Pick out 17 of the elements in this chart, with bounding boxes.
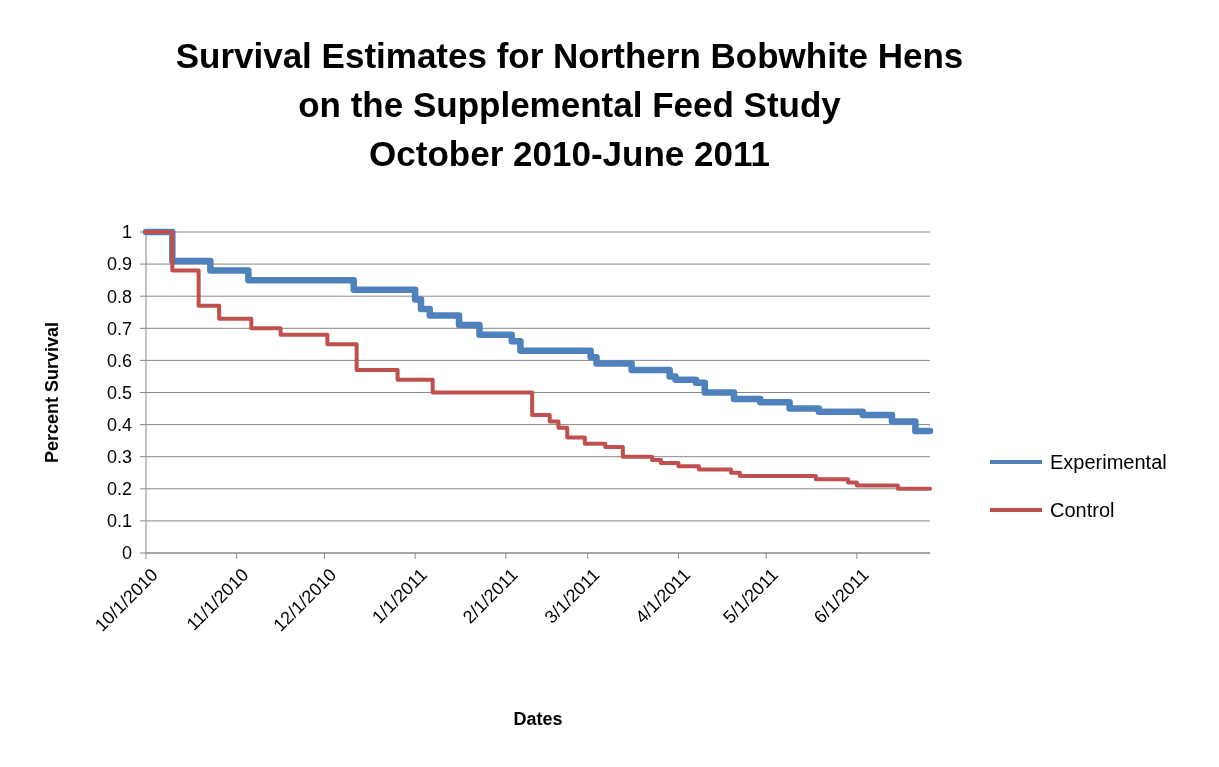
y-tick-label: 0.3 <box>106 447 132 467</box>
y-axis-title: Percent Survival <box>42 321 62 464</box>
y-tick-label: 0.2 <box>106 479 132 500</box>
y-tick-label: 0.4 <box>106 414 132 435</box>
chart-subtitle: October 2010-June 2011 <box>369 134 770 173</box>
y-tick-label: 1 <box>121 222 132 243</box>
legend-label: Control <box>1050 499 1115 521</box>
y-tick-label: 0.5 <box>106 382 132 403</box>
chart-title: Survival Estimates for Northern Bobwhite Hens on the Supplemental Feed Study <box>175 36 964 124</box>
y-tick-label: 0.1 <box>106 511 132 532</box>
y-tick-label: 0.7 <box>106 318 132 339</box>
y-tick-label: 0 <box>121 543 132 564</box>
y-tick-label: 0.6 <box>106 350 132 371</box>
y-tick-label: 0.9 <box>106 254 132 275</box>
x-axis-title: Dates <box>513 709 563 729</box>
y-tick-label: 0.8 <box>106 286 132 307</box>
legend-label: Experimental <box>1050 451 1167 473</box>
